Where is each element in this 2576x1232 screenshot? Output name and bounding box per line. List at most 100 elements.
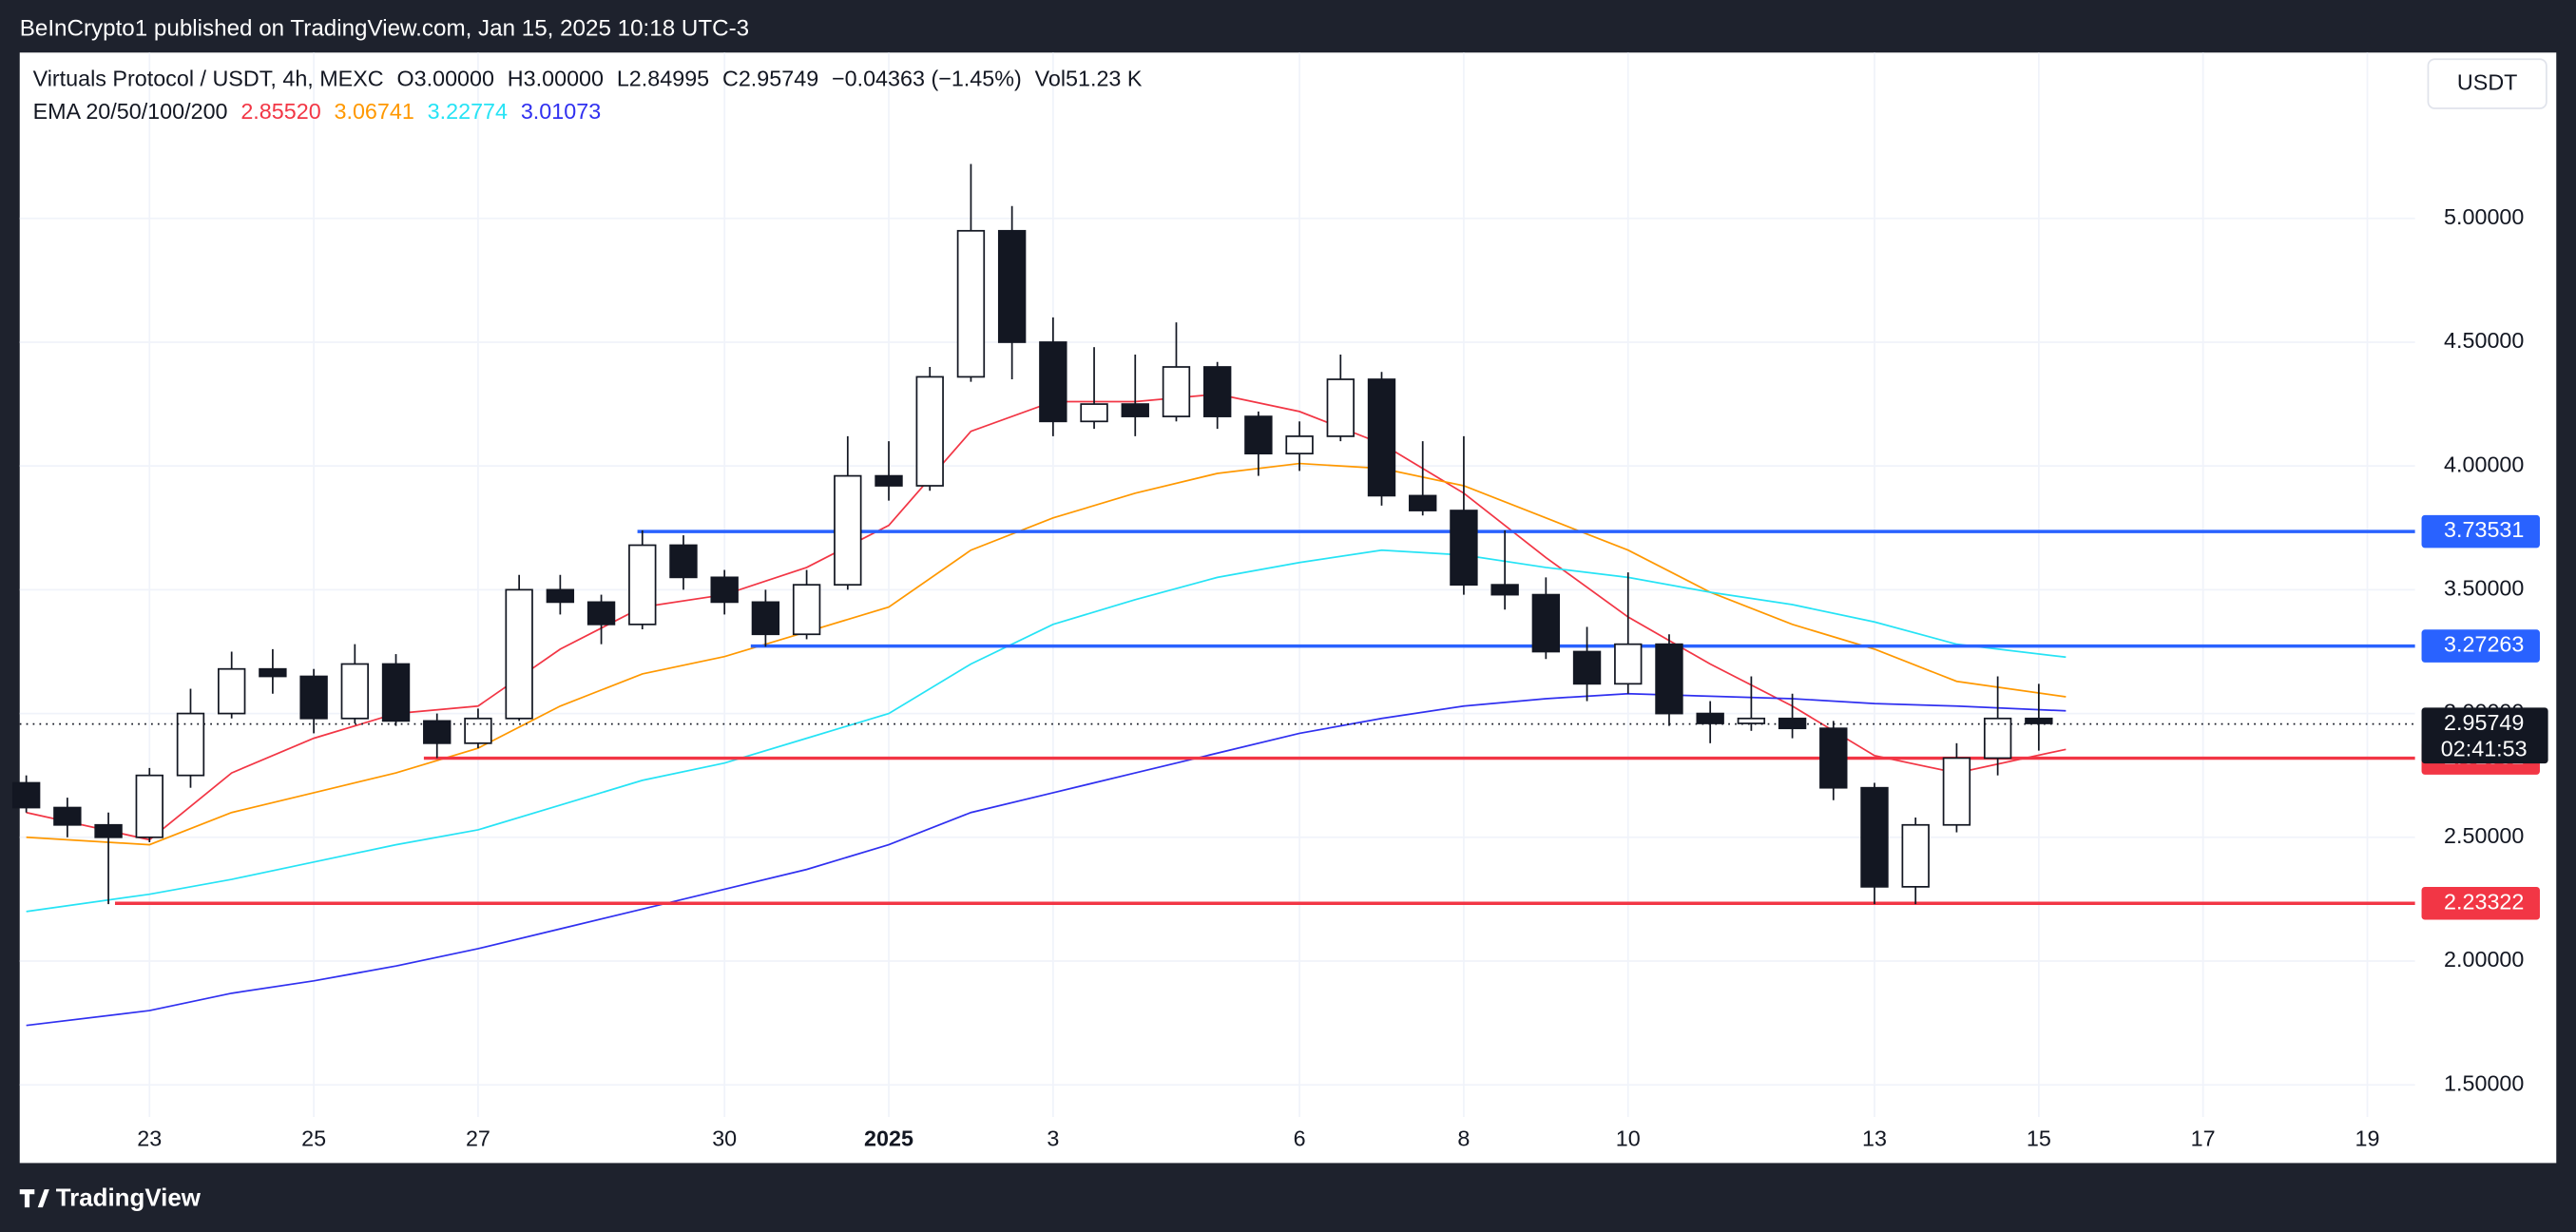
candle [299, 668, 328, 734]
y-tick-label: 2.00000 [2444, 947, 2524, 972]
candle [1737, 676, 1766, 731]
candle-body [1572, 650, 1602, 685]
x-tick-label: 13 [1862, 1126, 1887, 1150]
x-tick-label: 17 [2191, 1126, 2216, 1150]
candle [1121, 354, 1149, 436]
brand: TradingView [19, 1184, 202, 1211]
candle-body [997, 229, 1027, 343]
volume-key: Vol [1035, 67, 1066, 91]
candle-body [218, 667, 246, 715]
candle [1901, 817, 1930, 905]
candle [586, 594, 616, 645]
candle-body [1531, 593, 1561, 653]
indicator-header: EMA 20/50/100/200 2.85520 3.06741 3.22774 3.… [33, 99, 602, 124]
candle-body [1202, 366, 1232, 417]
currency-button[interactable] [2427, 58, 2547, 109]
candle [53, 798, 82, 837]
y-tick-label: 2.50000 [2444, 823, 2524, 848]
ohlc-value: 2.84995 [629, 67, 709, 91]
chart-panel [19, 52, 2557, 1164]
candle-body [1983, 717, 2012, 760]
candle [259, 648, 287, 694]
candle-body [423, 720, 452, 744]
symbol-title: Virtuals Protocol / USDT, 4h, MEXC [33, 67, 384, 91]
candle-body [1860, 786, 1889, 888]
price-axis: 1.500002.000002.500003.000003.500004.000… [137, 204, 2548, 1150]
candle-body [1778, 717, 1807, 730]
plot [11, 52, 2415, 1118]
candle-body [1614, 643, 1643, 685]
ohlc-key: C [722, 67, 739, 91]
level-label: 3.27263 [2444, 632, 2524, 657]
candle [135, 767, 163, 842]
candle [915, 367, 944, 491]
candle [1162, 322, 1191, 422]
level-label-bg [2421, 629, 2540, 663]
candle-body [381, 663, 411, 722]
indicator-value: 3.06741 [335, 99, 414, 124]
ema-line [26, 692, 2067, 1027]
change-value: −0.04363 (−1.45%) [832, 67, 1022, 91]
ohlc-value: 3.00000 [524, 67, 604, 91]
candle [1326, 354, 1355, 442]
candle [505, 574, 533, 722]
last-price-bg [2421, 707, 2548, 764]
x-tick-label: 27 [466, 1126, 490, 1150]
x-tick-label: 10 [1616, 1126, 1641, 1150]
candle [1202, 361, 1232, 430]
candle [1450, 435, 1478, 595]
x-tick-label: 2025 [864, 1126, 913, 1150]
x-tick-label: 6 [1294, 1126, 1306, 1150]
candle-body [751, 601, 780, 636]
volume-value: 51.23 K [1066, 67, 1143, 91]
candle-body [2025, 717, 2053, 724]
candle-body [1819, 727, 1848, 789]
candle-body [1121, 403, 1149, 417]
level-label-bg [2421, 514, 2540, 549]
candle [710, 569, 739, 615]
candle [11, 775, 41, 813]
candle-body [546, 588, 575, 604]
level-label-bg [2421, 886, 2540, 920]
symbol-header: Virtuals Protocol / USDT, 4h, MEXC O3.000… [33, 67, 1143, 91]
candle [669, 535, 698, 590]
currency-button-label[interactable]: USDT [2457, 69, 2518, 94]
indicator-label: EMA 20/50/100/200 [33, 99, 228, 124]
candle-body [915, 375, 944, 487]
last-price-label: 2.95749 [2444, 710, 2524, 735]
candle-body [1080, 403, 1108, 423]
y-tick-label: 1.50000 [2444, 1070, 2524, 1095]
candle-body [669, 544, 698, 579]
x-tick-label: 25 [301, 1126, 326, 1150]
candle-body [1244, 415, 1273, 455]
candle [997, 205, 1027, 380]
brand-name: TradingView [56, 1184, 202, 1211]
candle [1860, 782, 1889, 905]
y-tick-label: 4.50000 [2444, 328, 2524, 353]
candle-body [53, 806, 82, 826]
candle [628, 529, 657, 630]
candle-body [1162, 366, 1191, 417]
candle [1819, 721, 1848, 800]
candle-body [1696, 712, 1724, 724]
x-tick-label: 15 [2027, 1126, 2051, 1150]
candle-body [299, 675, 328, 720]
candle [340, 644, 370, 723]
candle [1778, 693, 1807, 739]
candle-body [259, 667, 287, 678]
candle [1490, 529, 1519, 610]
candle [751, 589, 780, 647]
candle-body [1409, 494, 1437, 511]
candle-body [340, 663, 370, 720]
candle-body [710, 576, 739, 604]
candle-body [1490, 584, 1519, 596]
ohlc-value: 3.00000 [414, 67, 494, 91]
candle-body [1901, 823, 1930, 888]
candle-body [1326, 378, 1355, 437]
candle-body [1285, 435, 1314, 455]
indicator-value: 3.22774 [428, 99, 508, 124]
y-tick-label: 5.00000 [2444, 204, 2524, 229]
brand-logo [19, 1189, 49, 1208]
x-tick-label: 8 [1457, 1126, 1470, 1150]
